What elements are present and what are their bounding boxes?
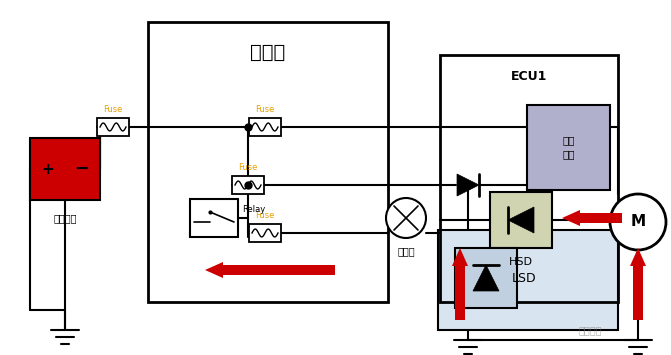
- Text: 控制
部分: 控制 部分: [562, 136, 575, 159]
- Text: M: M: [631, 214, 646, 229]
- Bar: [232, 176, 264, 194]
- Bar: [455, 248, 517, 308]
- Bar: [580, 213, 622, 223]
- Bar: [249, 224, 281, 242]
- Text: Fuse: Fuse: [255, 105, 274, 114]
- Text: 九章智驾: 九章智驾: [578, 325, 602, 335]
- Text: 铅酸电池: 铅酸电池: [53, 213, 76, 223]
- Text: 近光灯: 近光灯: [397, 246, 415, 256]
- Polygon shape: [562, 210, 580, 226]
- Text: −: −: [74, 160, 89, 178]
- Bar: [527, 105, 610, 190]
- Bar: [440, 55, 618, 302]
- Text: Fuse: Fuse: [103, 105, 123, 114]
- Bar: [148, 22, 388, 302]
- Bar: [455, 266, 465, 320]
- Bar: [97, 118, 129, 136]
- Text: Fuse: Fuse: [238, 163, 258, 172]
- Polygon shape: [457, 174, 479, 196]
- Circle shape: [386, 198, 426, 238]
- Text: 配电盒: 配电盒: [250, 43, 286, 61]
- Polygon shape: [630, 248, 646, 266]
- Bar: [190, 199, 238, 237]
- Polygon shape: [473, 265, 499, 291]
- Text: Fuse: Fuse: [255, 211, 274, 220]
- Polygon shape: [452, 248, 468, 266]
- Polygon shape: [205, 262, 223, 278]
- Polygon shape: [508, 207, 534, 233]
- Text: Relay: Relay: [242, 206, 265, 214]
- Text: HSD: HSD: [509, 257, 533, 267]
- Circle shape: [610, 194, 666, 250]
- Bar: [223, 265, 335, 275]
- Text: LSD: LSD: [512, 272, 536, 284]
- Bar: [633, 266, 643, 320]
- Bar: [249, 118, 281, 136]
- Text: +: +: [42, 162, 54, 176]
- Text: ECU1: ECU1: [511, 71, 547, 83]
- Bar: [438, 230, 618, 330]
- Bar: [490, 192, 552, 248]
- Bar: [30, 138, 100, 200]
